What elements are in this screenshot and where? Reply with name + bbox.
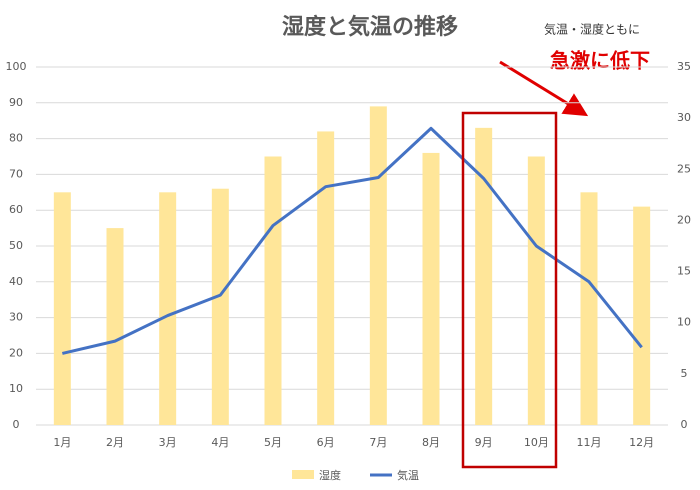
bar — [53, 192, 71, 425]
legend-label: 湿度 — [319, 468, 341, 482]
y2-tick-label: 5 — [681, 367, 688, 380]
y2-tick-label: 0 — [681, 418, 688, 431]
bar — [159, 192, 177, 425]
legend-swatch — [292, 470, 314, 479]
bar — [211, 188, 229, 425]
y-tick-label: 90 — [9, 96, 23, 109]
y-tick-label: 20 — [9, 346, 23, 359]
bar — [106, 228, 124, 425]
y-tick-label: 100 — [6, 60, 27, 73]
x-tick-label: 5月 — [264, 436, 282, 449]
y2-tick-label: 10 — [677, 316, 691, 329]
y-tick-label: 70 — [9, 167, 23, 180]
x-tick-label: 4月 — [211, 436, 229, 449]
y-tick-label: 0 — [13, 418, 20, 431]
y-tick-label: 40 — [9, 275, 23, 288]
bar — [317, 131, 335, 425]
y2-tick-label: 15 — [677, 265, 691, 278]
y2-tick-label: 20 — [677, 213, 691, 226]
x-tick-label: 2月 — [106, 436, 124, 449]
x-tick-label: 11月 — [577, 436, 602, 449]
y2-tick-label: 35 — [677, 60, 691, 73]
y-tick-label: 60 — [9, 203, 23, 216]
y-tick-label: 80 — [9, 132, 23, 145]
y-tick-label: 50 — [9, 239, 23, 252]
bar — [475, 127, 493, 426]
bar — [580, 192, 598, 425]
x-tick-label: 1月 — [53, 436, 71, 449]
bar — [527, 156, 545, 425]
y-tick-label: 10 — [9, 382, 23, 395]
bar — [264, 156, 282, 425]
highlight-box — [461, 111, 558, 469]
bar — [422, 152, 440, 426]
x-tick-label: 3月 — [159, 436, 177, 449]
annotation: 気温・湿度ともに — [544, 22, 640, 37]
legend-label: 気温 — [397, 468, 419, 482]
x-tick-label: 7月 — [369, 436, 387, 449]
x-tick-label: 6月 — [317, 436, 335, 449]
x-tick-label: 12月 — [629, 436, 654, 449]
y-tick-label: 30 — [9, 311, 23, 324]
y2-tick-label: 25 — [677, 162, 691, 175]
y2-tick-label: 30 — [677, 111, 691, 124]
x-tick-label: 10月 — [524, 436, 549, 449]
x-tick-label: 9月 — [475, 436, 493, 449]
bar — [369, 106, 387, 425]
arrow — [499, 60, 589, 117]
x-tick-label: 8月 — [422, 436, 440, 449]
annotation: 急激に低下 — [550, 49, 650, 73]
bar — [633, 206, 651, 425]
line — [61, 126, 643, 355]
chart-title: 湿度と気温の推移 — [282, 14, 458, 40]
